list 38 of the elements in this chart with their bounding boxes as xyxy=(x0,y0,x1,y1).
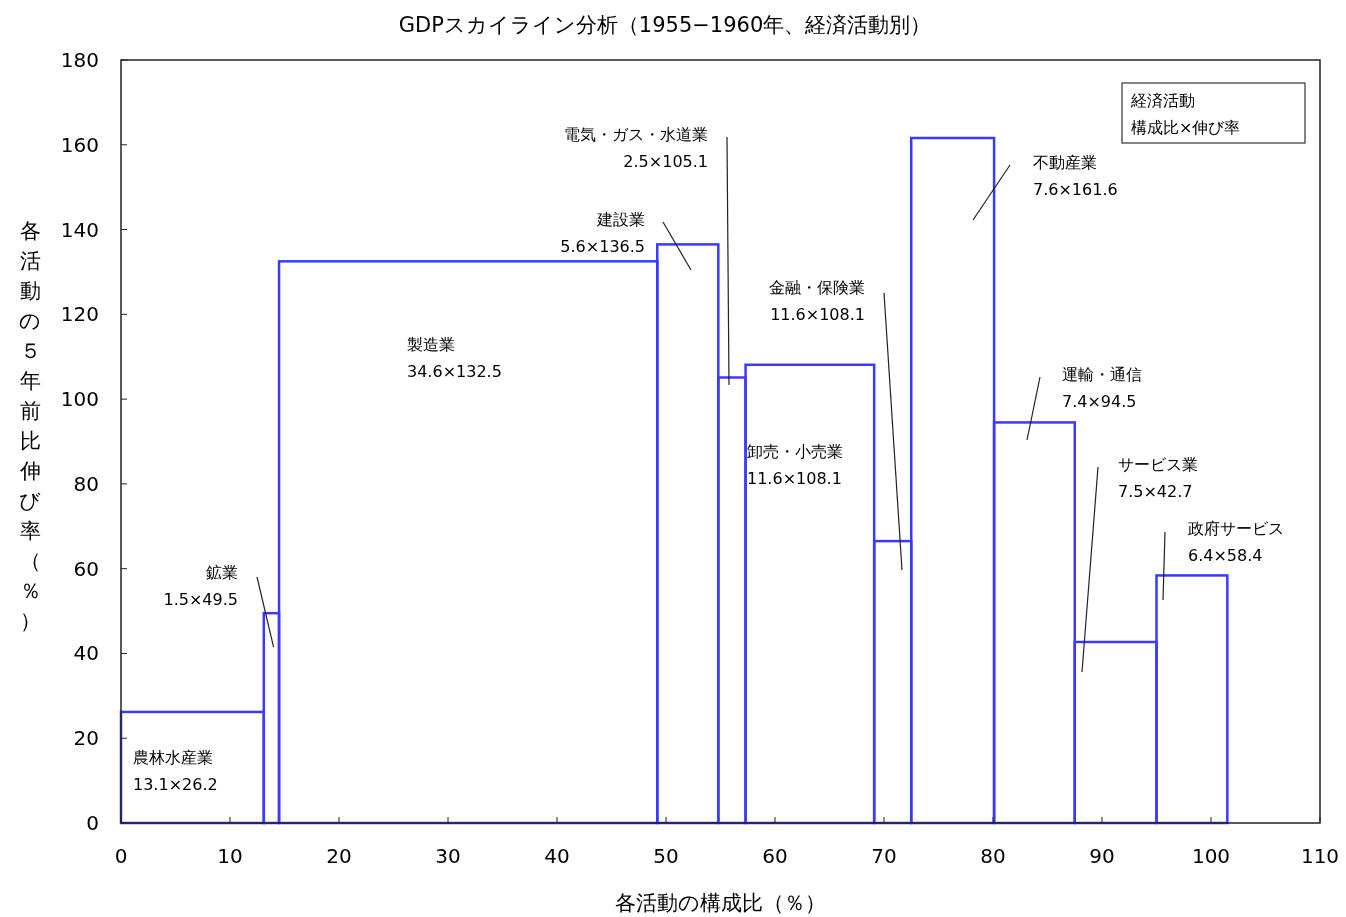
y-tick-label: 100 xyxy=(60,387,99,412)
x-tick-label: 80 xyxy=(980,844,1006,868)
x-tick-label: 110 xyxy=(1300,844,1340,868)
x-tick-label: 20 xyxy=(326,844,352,868)
x-tick-label: 40 xyxy=(544,844,570,868)
y-tick-label: 40 xyxy=(73,641,99,666)
x-tick-label: 90 xyxy=(1089,844,1115,868)
y-tick-label: 180 xyxy=(60,48,99,72)
y-tick-label: 140 xyxy=(60,217,99,242)
annotation: 電気・ガス・水道業 2.5×105.1 xyxy=(564,125,708,171)
annotation: 不動産業 7.6×161.6 xyxy=(1033,153,1118,199)
annotation: 金融・保険業 11.6×108.1 xyxy=(769,278,865,324)
annotation: 建設業 5.6×136.5 xyxy=(560,210,645,256)
y-tick-label: 60 xyxy=(73,556,99,581)
annotation: 鉱業 1.5×49.5 xyxy=(163,563,238,609)
text: 各活動の５年前比伸び率（％） xyxy=(19,219,41,633)
annotation: サービス業 7.5×42.7 xyxy=(1118,455,1198,501)
y-tick-label: 20 xyxy=(73,726,99,751)
annotation: 運輸・通信 7.4×94.5 xyxy=(1062,365,1142,411)
annotation: 農林水産業 13.1×26.2 xyxy=(133,748,218,794)
annotation: 構成比×伸び率 xyxy=(1131,118,1241,137)
x-tick-label: 0 xyxy=(114,844,128,868)
x-tick-label: 50 xyxy=(653,844,679,868)
chart-title: GDPスカイライン分析（1955−1960年、経済活動別） xyxy=(398,13,932,37)
annotation: 政府サービス 6.4×58.4 xyxy=(1188,519,1284,565)
annotation: 卸売・小売業 11.6×108.1 xyxy=(747,442,843,488)
annotation: 製造業 34.6×132.5 xyxy=(407,335,502,381)
annotation: 経済活動 xyxy=(1130,91,1195,110)
x-tick-label: 60 xyxy=(762,844,788,868)
y-tick-label: 120 xyxy=(60,302,99,327)
x-axis-title: 各活動の構成比（％） xyxy=(615,891,826,915)
x-tick-label: 10 xyxy=(217,844,243,868)
y-tick-label: 80 xyxy=(73,471,99,496)
x-tick-label: 30 xyxy=(435,844,461,868)
x-tick-label: 100 xyxy=(1191,844,1231,868)
y-tick-label: 160 xyxy=(60,132,99,157)
x-tick-label: 70 xyxy=(871,844,897,868)
y-tick-label: 0 xyxy=(86,811,99,835)
